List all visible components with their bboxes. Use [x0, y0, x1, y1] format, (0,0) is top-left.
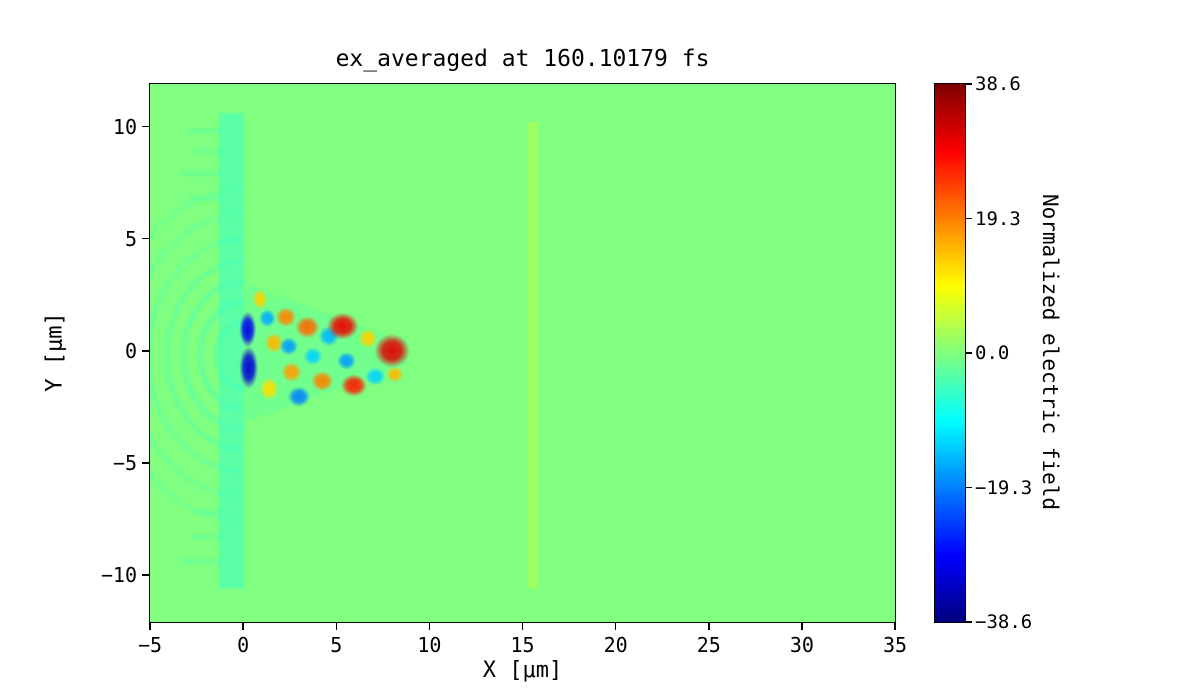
- y-tick-label: −5: [112, 450, 137, 475]
- colorbar-tick-label: 19.3: [975, 207, 1021, 230]
- x-tick-label: 25: [696, 633, 721, 657]
- colorbar-tick-mark: [966, 217, 972, 220]
- colorbar-canvas: [935, 84, 965, 622]
- colorbar-tick-mark: [966, 621, 972, 623]
- x-tick-mark: [708, 623, 710, 630]
- x-tick-mark: [614, 623, 617, 630]
- x-tick-mark: [521, 623, 524, 630]
- x-tick-label: 20: [603, 633, 628, 657]
- y-tick-label: 5: [124, 226, 137, 251]
- x-tick-mark: [149, 623, 151, 630]
- y-axis-label: Y [μm]: [42, 312, 68, 392]
- y-tick-label: −10: [100, 562, 137, 587]
- colorbar-label: Normalized electric field: [1038, 193, 1062, 511]
- x-tick-label: 35: [882, 633, 908, 657]
- x-tick-label: 0: [237, 633, 250, 657]
- colorbar-tick-mark: [966, 83, 972, 85]
- y-tick-mark: [142, 125, 149, 128]
- x-tick-mark: [801, 623, 803, 630]
- y-tick-label: 10: [112, 114, 137, 139]
- y-tick-mark: [142, 237, 149, 240]
- colorbar: [934, 83, 966, 623]
- x-tick-label: 15: [510, 633, 535, 657]
- colorbar-tick-label: 0.0: [975, 342, 1010, 364]
- y-tick-mark: [142, 462, 149, 464]
- x-tick-mark: [242, 623, 244, 630]
- y-tick-mark: [142, 574, 149, 576]
- x-tick-label: 5: [330, 633, 343, 657]
- x-tick-label: 30: [789, 633, 814, 657]
- plot-area: [149, 83, 896, 623]
- x-tick-mark: [894, 623, 896, 630]
- plot-title: ex_averaged at 160.10179 fs: [335, 46, 710, 72]
- colorbar-tick-mark: [966, 486, 972, 489]
- colorbar-tick-label: 38.6: [975, 73, 1021, 95]
- colorbar-tick-mark: [966, 352, 972, 354]
- x-tick-label: 10: [417, 633, 442, 657]
- x-tick-mark: [428, 623, 431, 630]
- heatmap-canvas: [150, 84, 895, 622]
- x-axis-label: X [μm]: [482, 658, 563, 683]
- x-tick-mark: [335, 623, 337, 630]
- y-tick-mark: [142, 350, 149, 352]
- colorbar-tick-label: −19.3: [975, 476, 1033, 499]
- colorbar-tick-label: −38.6: [975, 611, 1033, 633]
- y-tick-label: 0: [124, 338, 137, 363]
- x-tick-label: −5: [137, 633, 163, 657]
